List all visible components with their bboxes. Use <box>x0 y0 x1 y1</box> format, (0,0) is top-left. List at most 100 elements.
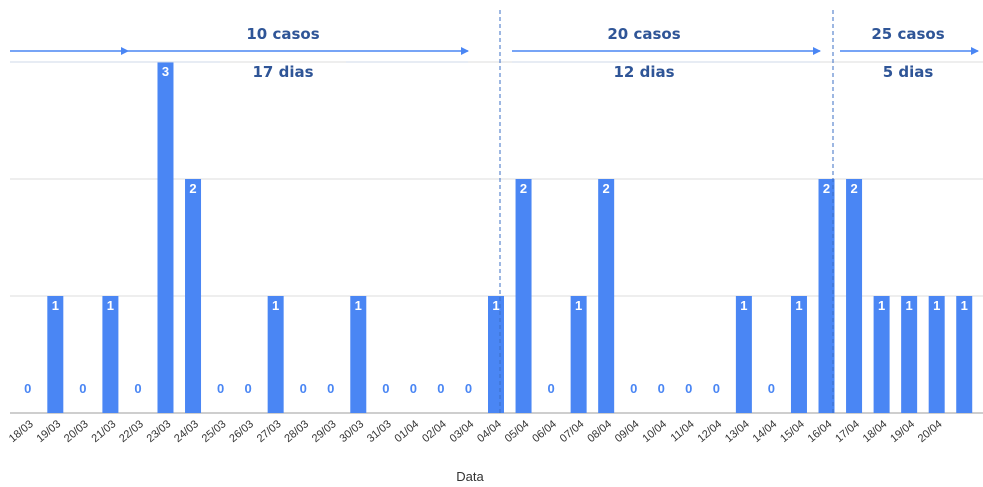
bar <box>488 296 504 413</box>
bar <box>818 179 835 413</box>
x-tick-label: 17/04 <box>833 418 862 445</box>
bar <box>157 62 174 413</box>
x-tick-labels: 18/0319/0320/0321/0322/0323/0324/0325/03… <box>7 418 945 445</box>
x-tick-label: 14/04 <box>751 418 780 445</box>
bar <box>515 179 532 413</box>
x-tick-label: 28/03 <box>282 418 311 445</box>
bar <box>185 179 202 413</box>
bar-value-label: 3 <box>162 64 169 79</box>
x-tick-label: 08/04 <box>585 418 614 445</box>
x-tick-label: 20/04 <box>916 418 945 445</box>
bar <box>267 296 284 413</box>
x-tick-label: 26/03 <box>227 418 256 445</box>
bar-value-label: 0 <box>410 381 417 396</box>
bar-value-label: 1 <box>961 298 968 313</box>
bar-value-label: 0 <box>327 381 334 396</box>
x-tick-label: 23/03 <box>145 418 174 445</box>
annotation-cases: 10 casos <box>246 25 319 43</box>
bar-value-label: 0 <box>300 381 307 396</box>
bar-value-label: 0 <box>79 381 86 396</box>
bar-value-label: 0 <box>24 381 31 396</box>
bars <box>47 62 973 413</box>
annotations: 10 casos 17 dias 20 casos 12 dias 25 casos 5 … <box>10 10 979 413</box>
annotation-cases: 20 casos <box>607 25 680 43</box>
annotation-cases: 25 casos <box>871 25 944 43</box>
x-tick-label: 06/04 <box>530 418 559 445</box>
bar-value-label: 0 <box>437 381 444 396</box>
bar-value-label: 2 <box>603 181 610 196</box>
x-tick-label: 18/04 <box>861 418 890 445</box>
bar-value-label: 0 <box>244 381 251 396</box>
bar-value-label: 0 <box>382 381 389 396</box>
bar <box>735 296 752 413</box>
bar <box>790 296 807 413</box>
bar-value-label: 1 <box>355 298 362 313</box>
bar <box>598 179 615 413</box>
x-tick-label: 19/04 <box>888 418 917 445</box>
bar <box>47 296 64 413</box>
bar-value-label: 1 <box>906 298 913 313</box>
x-tick-label: 13/04 <box>723 418 752 445</box>
bar-value-label: 0 <box>658 381 665 396</box>
bar <box>846 179 863 413</box>
bar-value-label: 1 <box>492 298 499 313</box>
annotation-days: 17 dias <box>252 63 313 81</box>
x-tick-label: 01/04 <box>392 418 421 445</box>
bar-value-label: 1 <box>52 298 59 313</box>
bar-value-label: 2 <box>850 181 857 196</box>
bar-value-label: 1 <box>933 298 940 313</box>
bar <box>873 296 890 413</box>
x-tick-label: 29/03 <box>310 418 339 445</box>
bar-value-label: 2 <box>520 181 527 196</box>
x-tick-label: 02/04 <box>420 418 449 445</box>
x-axis-title: Data <box>456 469 484 484</box>
bar-value-label: 2 <box>189 181 196 196</box>
bar-value-label: 1 <box>575 298 582 313</box>
bar <box>350 296 367 413</box>
annotation-days: 12 dias <box>613 63 674 81</box>
bar-value-label: 2 <box>823 181 830 196</box>
bar <box>102 296 119 413</box>
x-tick-label: 21/03 <box>90 418 119 445</box>
bar-value-label: 1 <box>795 298 802 313</box>
bar-value-label: 0 <box>713 381 720 396</box>
x-tick-label: 15/04 <box>778 418 807 445</box>
bar-value-label: 0 <box>630 381 637 396</box>
x-tick-label: 03/04 <box>448 418 477 445</box>
bar-value-label: 1 <box>878 298 885 313</box>
bar-value-label: 0 <box>217 381 224 396</box>
x-tick-label: 11/04 <box>669 418 697 444</box>
annotation-days: 5 dias <box>883 63 934 81</box>
x-tick-label: 22/03 <box>117 418 146 445</box>
bar-value-label: 0 <box>768 381 775 396</box>
bar <box>570 296 587 413</box>
x-tick-label: 31/03 <box>365 418 394 445</box>
x-tick-label: 30/03 <box>337 418 366 445</box>
x-tick-label: 05/04 <box>503 418 532 445</box>
x-tick-label: 10/04 <box>640 418 669 445</box>
x-tick-label: 20/03 <box>62 418 91 445</box>
bar-value-label: 1 <box>107 298 114 313</box>
bar <box>928 296 945 413</box>
x-tick-label: 16/04 <box>806 418 835 445</box>
x-tick-label: 19/03 <box>34 418 63 445</box>
x-tick-label: 27/03 <box>255 418 284 445</box>
bar <box>956 296 973 413</box>
x-tick-label: 09/04 <box>613 418 642 445</box>
x-tick-label: 04/04 <box>475 418 504 445</box>
bar-value-label: 1 <box>740 298 747 313</box>
bar-value-label: 0 <box>547 381 554 396</box>
x-tick-label: 25/03 <box>200 418 229 445</box>
x-tick-label: 12/04 <box>695 418 724 445</box>
x-tick-label: 07/04 <box>558 418 587 445</box>
x-tick-label: 18/03 <box>7 418 36 445</box>
bar-value-label: 0 <box>134 381 141 396</box>
bar-value-label: 1 <box>272 298 279 313</box>
x-tick-label: 24/03 <box>172 418 201 445</box>
bar-value-label: 0 <box>465 381 472 396</box>
bar-value-label: 0 <box>685 381 692 396</box>
bar-value-labels: 0 1 0 1 0 3 2 0 0 1 0 0 1 0 0 0 0 1 2 0 1 2 0 0 0 0 1 0 1 2 2 1 1 1 1 <box>24 64 968 396</box>
bar <box>901 296 918 413</box>
